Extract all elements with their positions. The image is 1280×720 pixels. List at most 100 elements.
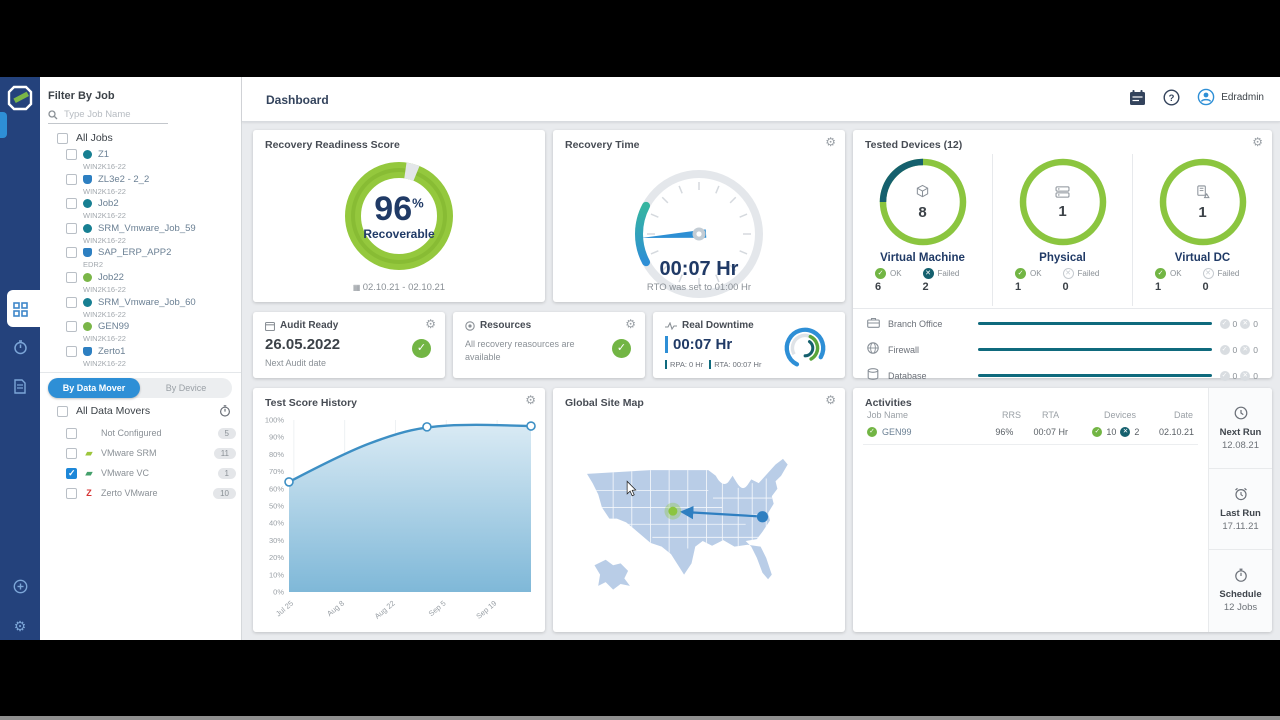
job-search[interactable] [48,109,168,124]
data-mover-item[interactable]: ▰ VMware SRM 11 [66,443,236,463]
svg-text:50%: 50% [269,502,284,511]
nav-dashboard-icon[interactable] [0,297,40,321]
job-type-icon [83,150,92,159]
job-host: WIN2K16-22 [83,284,126,294]
job-checkbox[interactable] [66,198,77,210]
data-point-marker [422,422,432,432]
site-marker-blue[interactable] [756,511,769,523]
briefcase-icon [867,315,880,333]
failed-count: 0 [1062,281,1069,293]
ok-icon: ✓ [1092,427,1103,437]
test-score-chart: 0% 10% 20% 30% 40% 50% 60% 70% 80% 90% 100% Jul 25 A… [265,416,536,621]
tab-by-device[interactable]: By Device [165,383,207,393]
count-badge: 10 [213,487,236,499]
rail-label: Next Run [1219,426,1262,438]
svg-text:40%: 40% [269,519,284,528]
app-window: ⚙ Filter By Job All Jobs Z1 WIN2K16-22 Z… [0,77,1280,640]
job-tree-item[interactable]: SRM_Vmware_Job_59 WIN2K16-22 [66,222,236,247]
job-checkbox[interactable] [66,149,77,160]
data-mover-name: Zerto VMware [101,488,158,498]
nav-reports-icon[interactable] [0,374,40,398]
job-tree-item[interactable]: SAP_ERP_APP2 EDR2 [66,246,236,271]
job-checkbox[interactable] [66,173,77,185]
job-tree-item[interactable]: Z1 WIN2K16-22 [66,148,236,173]
all-data-movers-checkbox[interactable] [57,405,68,417]
rail-item-last-run[interactable]: Last Run 17.11.21 [1209,469,1272,550]
device-donut: 1 [1017,156,1109,248]
job-tree-item[interactable]: Zerto1 WIN2K16-22 [66,345,236,370]
svg-text:70%: 70% [269,467,284,476]
failed-icon: ✕ [1202,268,1214,279]
job-tree-item[interactable]: SRM_Vmware_Job_60 WIN2K16-22 [66,296,236,321]
job-checkbox[interactable] [66,271,77,283]
resource-label: Firewall [888,344,920,355]
job-type-icon [83,272,92,282]
card-settings-icon[interactable]: ⚙ [425,317,436,331]
job-checkbox[interactable] [66,321,77,333]
job-host: WIN2K16-22 [83,334,126,344]
job-checkbox[interactable] [66,296,77,308]
help-icon[interactable]: ? [1163,88,1180,106]
nav-add-icon[interactable] [0,574,40,598]
count-badge: 11 [213,447,236,459]
job-host: WIN2K16-22 [83,186,126,196]
calendar-icon[interactable] [1129,89,1146,106]
job-tree-item[interactable]: Job2 WIN2K16-22 [66,197,236,222]
count-badge: 1 [217,467,236,479]
job-checkbox[interactable] [66,345,77,357]
resources-icon [465,320,475,331]
data-mover-checkbox[interactable] [66,447,77,459]
avatar-icon [1197,88,1215,106]
data-mover-checkbox[interactable] [66,487,77,499]
svg-text:60%: 60% [269,484,284,493]
data-mover-icon [84,428,94,438]
card-settings-icon[interactable]: ⚙ [525,393,536,407]
rail-item-schedule[interactable]: Schedule 12 Jobs [1209,550,1272,631]
data-mover-checkbox[interactable] [66,427,77,439]
rail-label: Schedule [1219,589,1262,600]
site-marker-green[interactable] [668,506,678,516]
nav-settings-icon[interactable]: ⚙ [13,617,27,634]
audit-subtitle: Next Audit date [265,358,327,368]
data-mover-item[interactable]: ▰ VMware VC 1 [66,463,236,483]
job-checkbox[interactable] [66,247,77,259]
data-mover-tabs: By Data Mover By Device [48,378,232,398]
device-total: 8 [918,204,927,221]
resource-failed-count: 0 [1253,344,1258,355]
all-jobs-row[interactable]: All Jobs [57,132,113,144]
search-input[interactable] [64,109,164,120]
card-title: Global Site Map [565,397,644,409]
side-handle[interactable] [0,112,7,138]
nav-recovery-icon[interactable] [0,335,40,359]
device-total: 1 [1198,203,1207,221]
timer-icon[interactable] [219,405,231,417]
card-settings-icon[interactable]: ⚙ [825,393,836,407]
data-mover-item[interactable]: Not Configured 5 [66,423,236,443]
data-mover-item[interactable]: Z Zerto VMware 10 [66,483,236,503]
card-settings-icon[interactable]: ⚙ [625,317,636,331]
svg-text:Sep 5: Sep 5 [427,599,448,618]
svg-text:10%: 10% [269,570,284,579]
us-map[interactable] [559,418,839,623]
card-settings-icon[interactable]: ⚙ [1252,135,1263,149]
activity-row[interactable]: ✓ GEN99 96% 00:07 Hr ✓ 10 ✕ 2 02.10.21 [853,424,1208,440]
job-checkbox[interactable] [66,222,77,234]
all-jobs-checkbox[interactable] [57,132,68,144]
ok-count: 1 [1155,281,1162,293]
tab-by-data-mover[interactable]: By Data Mover [48,378,140,398]
resource-row: Firewall ✓ 0 ✕ 0 [853,338,1272,361]
data-mover-checkbox[interactable] [66,467,77,479]
failed-count: 0 [1202,281,1209,293]
failed-icon: ✕ [1062,268,1074,279]
topbar: Dashboard ? Edradmin [242,77,1280,122]
card-settings-icon[interactable]: ⚙ [825,135,836,149]
job-name: SRM_Vmware_Job_60 [98,296,196,308]
job-host: WIN2K16-22 [83,211,126,221]
count-badge: 5 [217,427,236,439]
job-tree-item[interactable]: ZL3e2 - 2_2 WIN2K16-22 [66,173,236,198]
job-tree-item[interactable]: GEN99 WIN2K16-22 [66,320,236,345]
job-tree-item[interactable]: Job22 WIN2K16-22 [66,271,236,296]
user-menu[interactable]: Edradmin [1197,88,1264,106]
rail-item-next-run[interactable]: Next Run 12.08.21 [1209,388,1272,469]
all-data-movers-row[interactable]: All Data Movers [57,405,231,417]
